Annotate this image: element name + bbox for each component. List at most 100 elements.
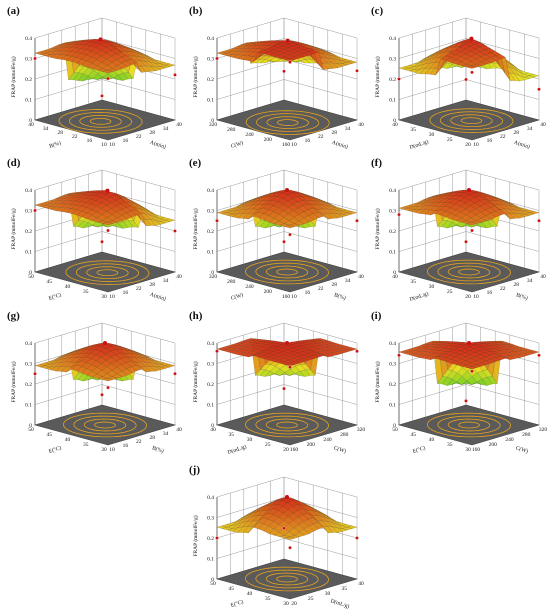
y-tick-label: 40 (210, 427, 216, 433)
contour-ring (265, 265, 309, 279)
x-tick-label: 22 (136, 439, 142, 445)
design-point (464, 77, 468, 82)
x-tick-label: 320 (539, 427, 548, 433)
z-axis-label: FRAP (mmolFe/g) (374, 208, 381, 249)
response-surface (398, 189, 540, 229)
surface-patch (284, 536, 296, 540)
design-point (537, 353, 541, 358)
x-tick-label: 22 (136, 134, 142, 140)
contour-ring (460, 117, 483, 125)
contour-ring (276, 421, 298, 429)
y-tick-label: 16 (87, 138, 93, 144)
z-axis-label: FRAP (mmolFe/g) (192, 361, 199, 402)
design-point (215, 56, 219, 61)
floor-contours (245, 412, 329, 438)
x-tick-label: 28 (513, 282, 519, 288)
y-tick-label: 45 (229, 586, 235, 592)
z-tick-label: 0.1 (389, 403, 396, 409)
response-surface (216, 40, 358, 70)
design-point (282, 240, 286, 244)
y-tick-label: 34 (43, 126, 49, 132)
x-tick-label: 10 (473, 294, 479, 300)
z-axis-label: FRAP (mmolFe/g) (10, 56, 17, 97)
z-axis-label: FRAP (mmolFe/g) (374, 56, 381, 97)
y-tick-label: 40 (429, 437, 435, 443)
chart-panel-d: 0 0.1 0.2 0.3 0.4 FRAP (mmolFe/g) 30 35 40 45 50 10… (7, 157, 182, 302)
contour-ring (256, 113, 320, 132)
y-tick-label: 50 (28, 427, 34, 433)
z-tick-label: 0.1 (25, 98, 32, 104)
x-tick-label: 28 (513, 130, 519, 136)
y-tick-label: 30 (465, 447, 471, 453)
z-tick-label: 0.1 (207, 403, 214, 409)
z-tick-label: 0 (29, 118, 32, 124)
wall-gridline (216, 231, 358, 252)
z-tick-label: 0 (211, 423, 214, 429)
z-tick-label: 0.4 (389, 341, 396, 347)
wall-gridline (216, 79, 358, 100)
x-axis-label: C(W) (333, 444, 347, 455)
x-tick-label: 16 (123, 443, 129, 449)
x-axis-label: C(W) (515, 444, 529, 455)
z-tick-label: 0.2 (389, 229, 396, 235)
response-surface (216, 496, 358, 540)
z-tick-label: 0 (211, 118, 214, 124)
contour-ring (266, 116, 309, 129)
panel-label: (e) (189, 157, 202, 169)
y-tick-label: 35 (447, 442, 453, 448)
chart-panel-h: 0 0.1 0.2 0.3 0.4 FRAP (mmolFe/g) 20 25 30 35 40 16… (189, 310, 365, 456)
z-tick-label: 0.3 (389, 362, 396, 368)
z-tick-label: 0 (211, 270, 214, 276)
floor-plane (215, 251, 359, 293)
x-tick-label: 34 (163, 126, 169, 132)
chart-panel-i: 0 0.1 0.2 0.3 0.4 FRAP (mmolFe/g) 30 35 40 45 50 16… (371, 310, 547, 455)
design-point (215, 219, 219, 223)
z-tick-label: 0.1 (389, 98, 396, 104)
y-tick-label: 320 (209, 122, 218, 128)
y-axis-label: C(W) (230, 291, 244, 302)
design-point (106, 228, 110, 233)
x-tick-label: 40 (176, 122, 182, 128)
design-point-center (285, 341, 289, 345)
wall-gridline (34, 384, 176, 405)
z-tick-label: 0.3 (207, 362, 214, 368)
x-tick-label: 240 (505, 437, 514, 443)
y-tick-label: 50 (392, 427, 398, 433)
x-tick-label: 10 (291, 294, 297, 300)
z-tick-label: 0.1 (207, 557, 214, 563)
x-tick-label: 28 (149, 435, 155, 441)
design-point (100, 240, 104, 244)
design-point (355, 69, 359, 73)
contour-ring (447, 265, 491, 279)
x-tick-label: 16 (487, 290, 493, 296)
contour-ring (276, 575, 298, 583)
y-tick-label: 160 (282, 142, 291, 148)
y-axis-label: E(°C) (48, 291, 63, 302)
x-tick-label: 28 (331, 130, 337, 136)
design-point (537, 219, 541, 223)
y-tick-label: 40 (65, 437, 71, 443)
y-axis-label: C(W) (230, 139, 244, 150)
response-surface (398, 340, 540, 386)
contour-ring (276, 119, 299, 126)
z-tick-label: 0.4 (25, 36, 32, 42)
z-tick-label: 0.2 (25, 77, 32, 83)
panel-label: (a) (7, 5, 20, 17)
floor-plane (397, 251, 541, 293)
wall-gridline (398, 322, 540, 344)
wall-gridline (398, 17, 540, 39)
y-tick-label: 30 (429, 132, 435, 138)
z-tick-label: 0.3 (207, 57, 214, 63)
x-tick-label: 35 (342, 586, 348, 592)
design-point (33, 208, 37, 213)
contour-ring (265, 572, 309, 586)
contour-ring (245, 566, 329, 592)
x-axis-label: A(min) (513, 139, 531, 151)
x-tick-label: 16 (487, 138, 493, 144)
design-point-center (285, 188, 289, 192)
y-tick-label: 35 (229, 432, 235, 438)
x-tick-label: 40 (176, 427, 182, 433)
x-tick-label: 30 (325, 591, 331, 597)
panel-label: (c) (371, 5, 384, 17)
